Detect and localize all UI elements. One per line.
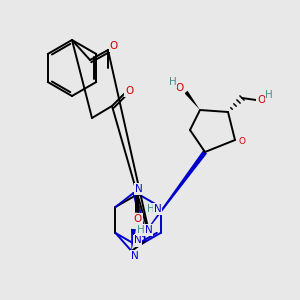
Text: H: H [147,204,154,214]
Polygon shape [131,229,136,251]
Text: O: O [176,83,184,93]
Text: N: N [130,251,138,261]
Text: N: N [145,225,152,235]
Text: O: O [110,41,118,51]
Text: O: O [238,137,245,146]
Text: H: H [136,225,144,235]
Text: H: H [169,77,177,87]
Text: N: N [154,204,161,214]
Polygon shape [184,91,200,110]
Text: N: N [135,184,142,194]
Polygon shape [131,151,207,251]
Text: N: N [133,236,141,246]
Text: O: O [125,86,133,96]
Text: N: N [134,235,142,245]
Text: H: H [265,90,273,100]
Text: O: O [257,95,265,105]
Text: O: O [134,214,142,224]
